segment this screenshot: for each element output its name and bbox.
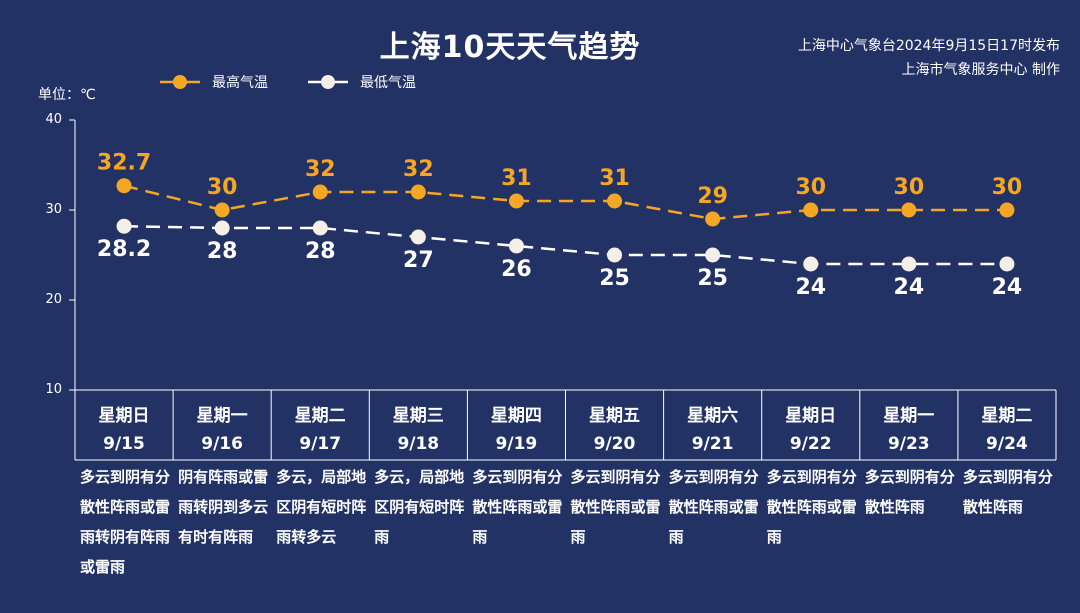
point-high-9 — [999, 202, 1015, 218]
weather-description: 多云到阴有分散性阵雨或雷雨 — [570, 468, 661, 546]
point-high-8 — [901, 202, 917, 218]
source-line-1: 上海中心气象台2024年9月15日17时发布 — [797, 38, 1060, 54]
data-label-high-8: 30 — [894, 175, 925, 200]
point-high-2 — [312, 184, 328, 200]
source-info: 上海中心气象台2024年9月15日17时发布 上海市气象服务中心 制作 — [798, 34, 1060, 82]
weekday-label: 星期六 — [687, 406, 739, 426]
day-cell-7: 星期日 9/22 — [762, 390, 860, 460]
day-cell-0: 星期日 9/15 — [75, 390, 173, 460]
point-high-7 — [803, 202, 819, 218]
date-label: 9/18 — [397, 434, 440, 454]
legend-low-label: 最低气温 — [360, 75, 416, 91]
data-label-low-7: 24 — [795, 275, 826, 300]
data-label-high-6: 29 — [697, 184, 728, 209]
weekday-label: 星期日 — [98, 406, 150, 426]
data-label-high-2: 32 — [305, 157, 336, 182]
legend-high: 最高气温 — [160, 72, 268, 92]
weather-description: 多云，局部地区阴有短时阵雨转多云 — [276, 468, 367, 546]
point-low-6 — [705, 247, 721, 263]
weekday-label: 星期一 — [883, 406, 935, 426]
series-line-high — [123, 184, 1007, 221]
point-high-0 — [116, 178, 132, 194]
point-low-3 — [410, 229, 426, 245]
weekday-label: 星期日 — [785, 406, 837, 426]
point-low-7 — [803, 256, 819, 272]
data-label-low-6: 25 — [697, 266, 728, 291]
point-low-4 — [508, 238, 524, 254]
weekday-label: 星期五 — [589, 406, 640, 426]
point-low-2 — [312, 220, 328, 236]
data-label-low-3: 27 — [403, 248, 434, 273]
data-label-low-5: 25 — [599, 266, 630, 291]
weekday-label: 星期三 — [392, 406, 444, 426]
weather-description: 多云到阴有分散性阵雨或雷雨转阴有阵雨或雷雨 — [80, 468, 171, 576]
weather-description: 多云到阴有分散性阵雨 — [864, 468, 955, 516]
data-label-low-9: 24 — [992, 275, 1023, 300]
series-line-low — [124, 224, 1007, 266]
data-label-low-8: 24 — [894, 275, 925, 300]
day-cell-5: 星期五 9/20 — [566, 390, 664, 460]
point-low-1 — [214, 220, 230, 236]
data-label-low-4: 26 — [501, 257, 532, 282]
day-cell-6: 星期六 9/21 — [664, 390, 762, 460]
data-label-low-0: 28.2 — [97, 237, 151, 262]
point-high-3 — [410, 184, 426, 200]
date-label: 9/22 — [789, 434, 832, 454]
date-label: 9/19 — [495, 434, 538, 454]
weather-description: 多云到阴有分散性阵雨或雷雨 — [766, 468, 857, 546]
point-low-8 — [901, 256, 917, 272]
data-label-high-1: 30 — [207, 175, 238, 200]
date-label: 9/20 — [593, 434, 636, 454]
point-low-0 — [116, 218, 132, 234]
day-cell-3: 星期三 9/18 — [369, 390, 467, 460]
data-label-high-0: 32.7 — [97, 151, 151, 176]
date-label: 9/23 — [887, 434, 930, 454]
weekday-label: 星期四 — [490, 406, 542, 426]
date-label: 9/16 — [201, 434, 243, 454]
weather-description: 阴有阵雨或雷雨转阴到多云有时有阵雨 — [178, 468, 269, 546]
weather-description: 多云到阴有分散性阵雨 — [962, 468, 1053, 516]
weather-description: 多云，局部地区阴有短时阵雨 — [374, 468, 465, 546]
weekday-label: 星期二 — [981, 406, 1033, 426]
date-label: 9/15 — [103, 434, 145, 454]
chart-title: 上海10天天气趋势 — [379, 30, 641, 65]
weather-description: 多云到阴有分散性阵雨或雷雨 — [472, 468, 563, 546]
data-label-high-5: 31 — [599, 166, 630, 191]
day-cell-9: 星期二 9/24 — [958, 390, 1056, 460]
source-line-2: 上海市气象服务中心 制作 — [901, 62, 1060, 78]
date-label: 9/17 — [299, 434, 342, 454]
data-label-high-9: 30 — [992, 175, 1023, 200]
weather-description: 多云到阴有分散性阵雨或雷雨 — [668, 468, 759, 546]
legend-high-label: 最高气温 — [212, 75, 268, 91]
day-cell-1: 星期一 9/16 — [173, 390, 271, 460]
point-high-5 — [607, 193, 623, 209]
point-high-1 — [214, 202, 230, 218]
point-high-4 — [508, 193, 524, 209]
legend-high-marker-icon — [160, 75, 200, 89]
point-low-5 — [607, 247, 623, 263]
y-tick-30: 30 — [45, 202, 62, 217]
weekday-label: 星期二 — [294, 406, 346, 426]
point-low-9 — [999, 256, 1015, 272]
legend-low-marker-icon — [308, 75, 348, 89]
point-high-6 — [705, 211, 721, 227]
legend-low: 最低气温 — [308, 72, 416, 92]
y-tick-40: 40 — [45, 112, 62, 127]
day-cell-8: 星期一 9/23 — [860, 390, 958, 460]
date-label: 9/21 — [691, 434, 734, 454]
data-label-high-7: 30 — [795, 175, 826, 200]
unit-label: 单位：℃ — [38, 87, 96, 103]
weekday-label: 星期一 — [196, 406, 248, 426]
y-tick-10: 10 — [45, 382, 62, 397]
data-label-high-4: 31 — [501, 166, 532, 191]
data-label-low-1: 28 — [207, 239, 238, 264]
data-label-high-3: 32 — [403, 157, 434, 182]
day-cell-2: 星期二 9/17 — [271, 390, 369, 460]
date-label: 9/24 — [986, 434, 1028, 454]
data-label-low-2: 28 — [305, 239, 336, 264]
day-cell-4: 星期四 9/19 — [467, 390, 565, 460]
y-tick-20: 20 — [45, 292, 62, 307]
